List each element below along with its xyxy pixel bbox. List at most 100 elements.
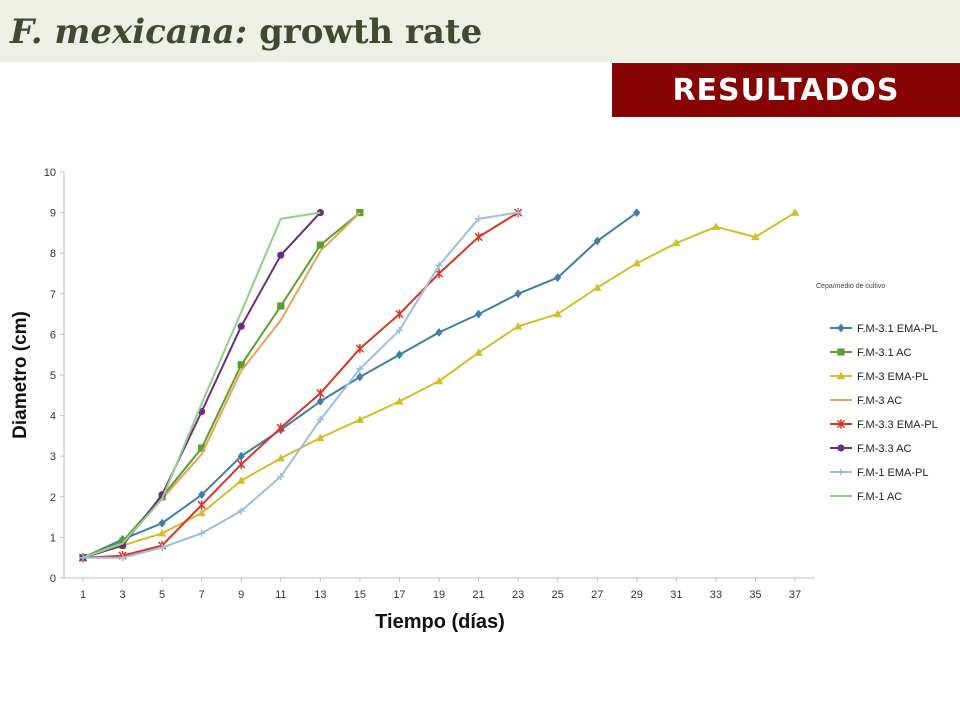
data-point <box>277 251 285 259</box>
y-tick-label: 4 <box>50 411 56 423</box>
data-point <box>672 238 681 247</box>
x-tick-label: 11 <box>275 589 286 601</box>
data-point <box>276 423 285 433</box>
data-point <box>237 507 245 515</box>
data-point <box>435 261 443 269</box>
data-point <box>316 396 324 406</box>
data-point <box>474 309 483 319</box>
x-tick-label: 21 <box>472 589 484 601</box>
series-line <box>82 211 638 559</box>
data-point <box>395 326 404 334</box>
data-point <box>711 222 721 231</box>
data-point <box>632 258 641 267</box>
legend-label: F.M-3.1 EMA-PL <box>857 323 938 335</box>
x-tick-label: 33 <box>710 589 722 601</box>
x-tick-label: 29 <box>631 589 643 601</box>
legend-label: F.M-3.3 EMA-PL <box>857 419 938 431</box>
data-point <box>395 350 404 360</box>
data-point <box>316 433 325 442</box>
data-point <box>593 283 602 291</box>
data-point <box>355 415 365 423</box>
x-axis-title: Tiempo (días) <box>375 611 505 633</box>
x-tick-label: 7 <box>199 589 205 601</box>
series-line <box>82 211 361 559</box>
data-point <box>514 289 522 299</box>
x-tick-label: 37 <box>789 589 801 601</box>
data-point <box>197 508 206 517</box>
x-tick-label: 31 <box>670 589 682 601</box>
data-point <box>837 468 845 476</box>
x-tick-label: 17 <box>393 589 405 601</box>
resultados-badge: RESULTADOS <box>612 63 960 117</box>
data-point <box>554 273 562 282</box>
y-tick-label: 3 <box>50 451 56 463</box>
data-point <box>237 459 246 469</box>
data-point <box>837 444 845 452</box>
data-point <box>395 309 404 319</box>
data-point <box>158 518 166 528</box>
data-point <box>158 543 166 552</box>
series-line <box>82 211 361 559</box>
y-tick-label: 9 <box>50 208 56 220</box>
legend-label: F.M-3 AC <box>857 395 902 407</box>
x-tick-label: 25 <box>552 589 564 601</box>
series-line <box>82 211 321 559</box>
slide-title: F. mexicana: growth rate <box>10 10 960 54</box>
x-tick-label: 3 <box>119 589 125 601</box>
data-point <box>316 241 324 249</box>
y-tick-label: 10 <box>44 167 56 179</box>
species-name: F. mexicana: <box>10 12 248 52</box>
data-point <box>474 215 483 223</box>
legend-label: F.M-3.1 AC <box>857 347 911 359</box>
data-point <box>237 361 245 369</box>
data-point <box>316 388 325 398</box>
data-point <box>633 208 641 217</box>
y-tick-label: 6 <box>50 329 56 341</box>
y-tick-label: 7 <box>50 289 56 301</box>
legend-label: F.M-1 EMA-PL <box>857 467 929 479</box>
legend-title: Cepa/medio de cultivo <box>816 283 885 290</box>
data-point <box>790 208 800 216</box>
data-point <box>435 327 443 337</box>
data-point <box>237 451 245 461</box>
data-point <box>197 500 206 510</box>
data-point <box>356 365 364 373</box>
x-tick-label: 15 <box>354 589 366 601</box>
title-bar: F. mexicana: growth rate <box>0 0 960 62</box>
data-point <box>751 232 760 241</box>
data-point <box>118 554 127 562</box>
data-point <box>316 209 324 217</box>
data-point <box>553 309 562 318</box>
x-tick-label: 1 <box>80 589 86 601</box>
title-rest: growth rate <box>247 12 483 52</box>
data-point <box>237 476 246 484</box>
series-line <box>82 211 519 559</box>
data-point <box>237 322 245 330</box>
data-point <box>434 376 444 385</box>
legend-label: F.M-1 AC <box>857 491 902 503</box>
data-point <box>198 490 206 500</box>
data-point <box>514 209 522 217</box>
data-point <box>198 444 206 452</box>
y-tick-label: 2 <box>50 492 56 504</box>
data-point <box>316 416 324 424</box>
data-point <box>277 302 285 310</box>
data-point <box>157 528 167 537</box>
data-point <box>836 371 846 380</box>
data-point <box>356 372 364 382</box>
x-tick-label: 5 <box>159 589 165 601</box>
y-tick-label: 0 <box>50 573 56 585</box>
data-point <box>593 236 601 246</box>
legend-label: F.M-3.3 AC <box>857 443 911 455</box>
data-point <box>276 453 285 462</box>
data-point <box>355 344 365 354</box>
x-tick-label: 27 <box>591 589 603 601</box>
x-tick-label: 23 <box>512 589 524 601</box>
data-point <box>474 348 483 356</box>
x-tick-label: 9 <box>238 589 244 601</box>
data-point <box>395 396 404 405</box>
y-tick-label: 8 <box>50 248 56 260</box>
data-point <box>837 348 845 356</box>
y-axis-title: Diametro (cm) <box>10 311 31 439</box>
